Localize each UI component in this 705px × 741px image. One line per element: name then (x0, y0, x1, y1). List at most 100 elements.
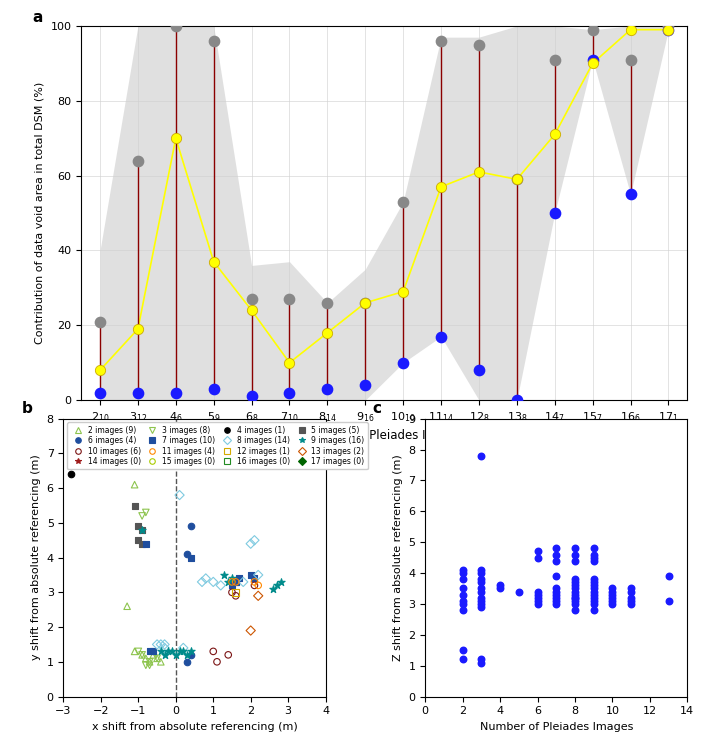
Point (570, 585, 581, 597)
Point (588, 598, 599, 610)
Point (133, 155, 144, 167)
Point (476, 582, 487, 594)
Point (140, 659, 152, 671)
Point (511, 173, 522, 185)
Point (476, 567, 487, 579)
Point (249, 534, 260, 546)
Point (570, 548, 581, 560)
Point (129, 499, 140, 511)
Point (570, 574, 581, 585)
Point (551, 592, 562, 604)
Point (144, 659, 155, 671)
Point (532, 592, 544, 604)
Point (155, 639, 166, 651)
Point (625, 24, 636, 36)
Point (159, 642, 170, 654)
Text: a: a (32, 10, 43, 25)
Point (625, 595, 637, 607)
Point (457, 654, 468, 665)
Point (551, 595, 562, 607)
Point (473, 166, 484, 178)
Point (476, 592, 487, 604)
Y-axis label: Z shift from absolute referencing (m): Z shift from absolute referencing (m) (393, 454, 403, 661)
Point (137, 524, 148, 536)
X-axis label: Number of Pleiades Images: Number of Pleiades Images (303, 429, 465, 442)
Point (457, 564, 468, 576)
Point (170, 387, 181, 399)
Point (208, 383, 219, 395)
Point (588, 588, 599, 600)
Point (587, 24, 599, 36)
Point (551, 588, 562, 600)
Point (532, 551, 544, 563)
Point (245, 538, 257, 550)
Point (252, 579, 264, 591)
Point (511, 173, 522, 185)
Point (230, 576, 241, 588)
Point (494, 582, 505, 594)
Point (457, 644, 468, 657)
Point (152, 639, 163, 651)
Point (230, 590, 241, 602)
Text: b: b (22, 401, 32, 416)
Point (230, 586, 241, 598)
Point (476, 576, 487, 588)
Point (152, 652, 163, 664)
Point (226, 579, 238, 591)
Point (215, 579, 226, 591)
Point (570, 592, 581, 604)
Point (181, 656, 192, 668)
Point (144, 645, 155, 657)
Point (246, 391, 257, 402)
Point (181, 649, 192, 661)
Point (570, 542, 581, 554)
Point (549, 207, 560, 219)
Point (570, 598, 581, 610)
Point (249, 579, 260, 591)
Point (588, 595, 599, 607)
Point (476, 585, 487, 597)
Point (137, 649, 148, 661)
Point (159, 649, 170, 661)
Point (551, 542, 562, 554)
Point (625, 592, 637, 604)
Point (246, 293, 257, 305)
Point (321, 383, 333, 395)
Point (230, 576, 241, 588)
Point (457, 567, 468, 579)
Point (230, 576, 241, 588)
Point (588, 576, 599, 588)
Y-axis label: y shift from absolute referencing (m): y shift from absolute referencing (m) (31, 455, 41, 660)
Point (144, 656, 155, 668)
Point (267, 583, 278, 595)
Point (121, 600, 133, 612)
Point (570, 582, 581, 594)
Point (532, 585, 544, 597)
Point (284, 293, 295, 305)
Point (436, 181, 447, 193)
Legend: 2 images (9), 6 images (4), 10 images (6), 14 images (0), 3 images (8), 7 images: 2 images (9), 6 images (4), 10 images (6… (67, 422, 367, 469)
Point (226, 576, 238, 588)
Point (137, 538, 148, 550)
Point (147, 649, 159, 661)
Point (155, 645, 166, 657)
Point (321, 297, 333, 309)
X-axis label: Number of Pleiades Images: Number of Pleiades Images (479, 722, 633, 732)
Point (551, 598, 562, 610)
Point (234, 573, 245, 585)
Point (207, 576, 219, 588)
Point (249, 573, 260, 585)
Point (570, 604, 581, 616)
Point (133, 645, 144, 657)
Point (587, 53, 599, 65)
Point (197, 576, 208, 588)
Point (476, 601, 487, 613)
Point (476, 574, 487, 585)
Point (532, 598, 544, 610)
Point (133, 520, 144, 532)
Point (588, 542, 599, 554)
Point (457, 604, 468, 616)
Point (436, 35, 447, 47)
Point (226, 573, 238, 585)
Point (607, 592, 618, 604)
